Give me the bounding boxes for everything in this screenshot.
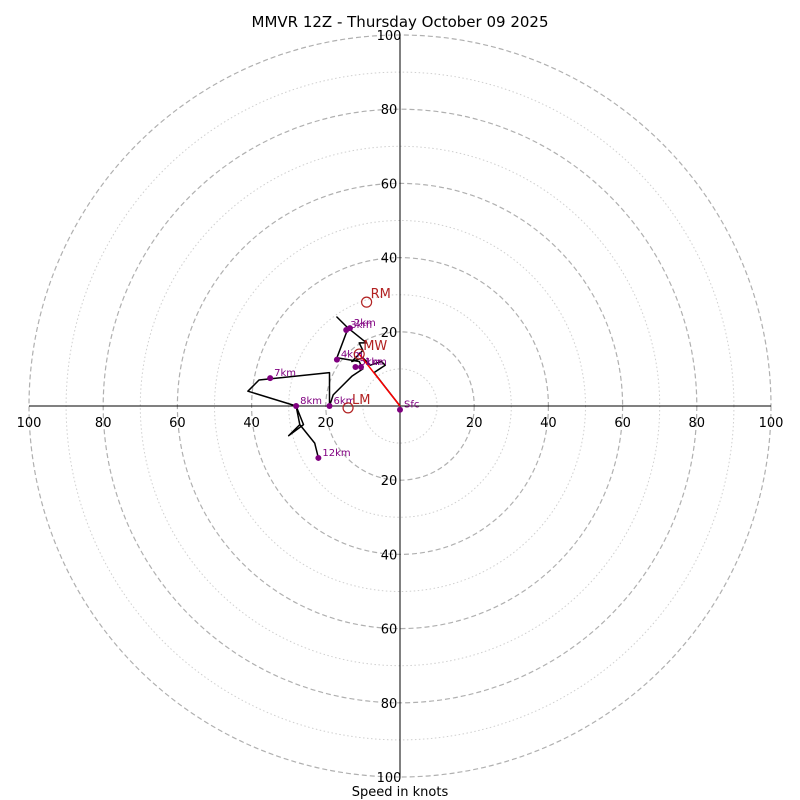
height-marker-label: 4km xyxy=(341,350,363,361)
height-marker-label: 6km xyxy=(334,396,356,407)
chart-title: MMVR 12Z - Thursday October 09 2025 xyxy=(252,13,549,31)
y-tick-label: 100 xyxy=(377,771,402,786)
y-tick-label: 40 xyxy=(381,548,398,563)
y-tick-label: 40 xyxy=(381,252,398,267)
height-marker-label: 3km xyxy=(350,320,372,331)
height-marker-label: 8km xyxy=(300,396,322,407)
y-tick-label: 20 xyxy=(381,326,398,341)
storm-motion-label: MW xyxy=(363,339,387,354)
y-tick-label: 100 xyxy=(377,29,402,44)
height-marker-label: 1km xyxy=(365,357,387,368)
x-tick-label: 100 xyxy=(759,416,784,431)
x-axis-label: Speed in knots xyxy=(352,785,449,800)
x-tick-label: 60 xyxy=(614,416,631,431)
height-marker-label: 5km xyxy=(359,357,381,368)
height-marker-label: Sfc xyxy=(404,400,419,411)
x-tick-label: 40 xyxy=(243,416,260,431)
y-tick-label: 60 xyxy=(381,623,398,638)
storm-motion-marker xyxy=(342,402,354,414)
height-marker-dot xyxy=(293,403,300,409)
height-marker-dot xyxy=(267,375,274,382)
y-tick-label: 20 xyxy=(381,474,398,489)
x-tick-label: 40 xyxy=(540,416,557,431)
height-marker-dot xyxy=(315,454,322,461)
storm-motion-label: LM xyxy=(352,393,370,408)
storm-motion-label: RM xyxy=(371,287,391,302)
x-tick-label: 80 xyxy=(95,416,112,431)
storm-motion-markers: RM MW LM xyxy=(342,287,391,414)
height-marker-dot xyxy=(358,364,365,371)
height-marker-dot xyxy=(352,364,359,371)
x-tick-label: 60 xyxy=(169,416,186,431)
tick-labels: 100 80 60 40 20 20 40 60 80 100 100 80 60 40 20 20 40 60 8… xyxy=(17,29,784,786)
height-marker-label: 2km xyxy=(354,318,376,329)
height-marker-dot xyxy=(326,403,333,409)
mean-wind-line xyxy=(358,353,401,407)
height-marker-dot xyxy=(343,326,350,333)
y-tick-label: 80 xyxy=(381,103,398,118)
mean-wind-vector xyxy=(358,353,401,407)
storm-motion-marker xyxy=(361,296,373,308)
x-tick-label: 100 xyxy=(17,416,42,431)
y-tick-label: 60 xyxy=(381,177,398,192)
height-marker-label: 12km xyxy=(322,448,350,459)
height-marker-label: 7km xyxy=(274,368,296,379)
x-tick-label: 80 xyxy=(689,416,706,431)
x-tick-label: 20 xyxy=(466,416,483,431)
storm-motion-marker xyxy=(353,348,365,360)
height-marker-dot xyxy=(397,406,403,413)
height-marker-dot xyxy=(333,356,340,363)
x-tick-label: 20 xyxy=(318,416,335,431)
y-tick-label: 80 xyxy=(381,697,398,712)
